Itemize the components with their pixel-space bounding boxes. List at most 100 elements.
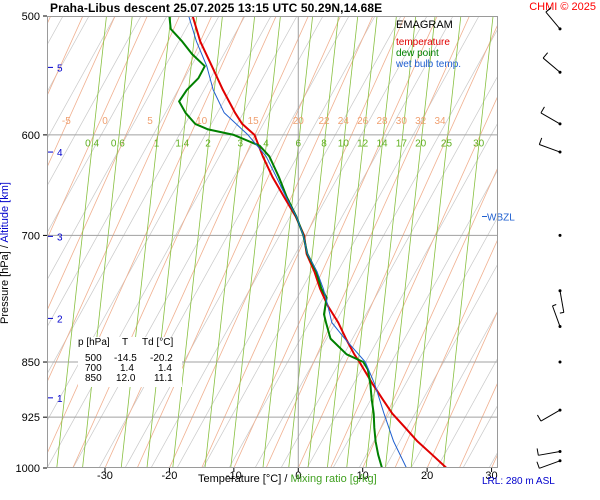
series-lines [168, 16, 448, 468]
isotherm-line [47, 16, 213, 384]
table-cell: 850 [85, 373, 102, 384]
wind-barb-flag [540, 106, 545, 114]
mixing-ratio-label: 1.4 [175, 139, 189, 150]
altitude-tick-label: 2 [57, 314, 63, 325]
table-header-pressure: p [hPa] [78, 337, 110, 348]
x-axis-separator: / [284, 473, 288, 485]
plot-frame [47, 16, 498, 468]
dry-adiabat-line [593, 16, 600, 468]
y-axis-label-altitude: Altitude [km] [0, 182, 11, 243]
dry-adiabat-line [176, 16, 428, 468]
isotherm-label: 10 [196, 116, 208, 127]
altitude-tick-label: 4 [57, 148, 63, 159]
isotherm-label: 0 [102, 116, 108, 127]
legend-title: EMAGRAM [396, 19, 453, 31]
dry-adiabat-line [47, 16, 116, 140]
mixing-ratio-label: 14 [376, 139, 388, 150]
mixing-ratio-line [230, 16, 281, 468]
wind-barb-shaft [539, 144, 561, 153]
table-header-t: T [122, 337, 129, 348]
isotherm-line [458, 381, 498, 468]
isotherm-line [394, 237, 498, 468]
wind-barb-flag [552, 304, 557, 307]
table-cell: -20.2 [150, 353, 173, 364]
table-cell: 1.4 [120, 363, 134, 374]
x-tick-label: -10 [226, 470, 242, 482]
y-tick-label: 600 [22, 130, 40, 142]
dry-adiabat-line [150, 16, 402, 468]
table-cell: -14.5 [114, 353, 137, 364]
mixing-ratio-line [82, 16, 133, 468]
mixing-ratio-label: 3 [238, 139, 244, 150]
y-axis-separator: / [0, 245, 11, 249]
mixing-ratio-line [326, 16, 378, 468]
wind-barb [552, 304, 562, 329]
mixing-ratio-label: 0.6 [111, 139, 125, 150]
mixing-ratio-line [120, 16, 172, 468]
wind-barb-flag [559, 311, 564, 314]
wind-barb [545, 7, 562, 31]
x-tick-label: 20 [421, 470, 433, 482]
y-tick-label: 1000 [16, 463, 40, 475]
isotherm-line [201, 16, 406, 468]
mixing-ratio-label: 20 [415, 139, 427, 150]
mixing-ratio-line [146, 16, 198, 468]
wind-barb [542, 52, 562, 74]
isotherm-line [491, 452, 498, 468]
y-tick-label: 850 [22, 357, 40, 369]
isotherm-line [169, 16, 374, 468]
isotherm-label: -5 [62, 116, 71, 127]
isotherm-line [136, 16, 341, 468]
mixing-ratio-label: 6 [295, 139, 301, 150]
dry-adiabat-line [358, 215, 498, 468]
wind-barb-flag [542, 52, 549, 59]
wind-barb [558, 360, 562, 364]
wind-barb-flag [545, 7, 552, 13]
wbzl-label: WBZL [487, 213, 515, 224]
isotherm-line [265, 16, 470, 468]
isotherm-label: 24 [338, 116, 350, 127]
dry-adiabat-line [567, 16, 600, 468]
mixing-ratio-label: 2 [205, 139, 211, 150]
isotherm-label: 28 [376, 116, 388, 127]
wind-barb-station [558, 233, 562, 237]
mixing-ratio-label: 8 [321, 139, 327, 150]
table-cell: 700 [85, 363, 102, 374]
y-tick-label: 925 [22, 412, 40, 424]
wind-barb [536, 448, 562, 456]
x-tick-label: -30 [97, 470, 113, 482]
mixing-ratio-line [56, 16, 107, 468]
isotherm-line [47, 16, 116, 169]
wind-barb [558, 233, 562, 237]
dry-adiabat-line [47, 16, 194, 281]
mixing-ratio-label: 12 [357, 139, 369, 150]
mixing-ratio-line [384, 16, 436, 468]
wind-barb-shaft [542, 57, 561, 73]
mixing-ratio-label: 25 [441, 139, 453, 150]
wind-barb-shaft [539, 460, 561, 469]
mixing-ratio-label: 17 [396, 139, 408, 150]
legend-item-wet-bulb: wet bulb temp. [396, 59, 462, 70]
chart-title: Praha-Libus descent 25.07.2025 13:15 UTC… [50, 1, 383, 15]
table-cell: 500 [85, 353, 102, 364]
wind-barb-flag [538, 137, 543, 145]
isotherm-label: 20 [293, 116, 305, 127]
wind-barb [540, 106, 562, 126]
mixing-ratio-line [410, 16, 462, 468]
dry-adiabat-line [280, 74, 498, 468]
isotherm-line [330, 94, 498, 468]
isotherm-label: 15 [248, 116, 260, 127]
wind-barb-flag [536, 448, 539, 456]
mixing-ratio-line [204, 16, 256, 468]
isotherm-label: 30 [396, 116, 408, 127]
dry-adiabat-line [410, 309, 498, 468]
dry-adiabat-line [488, 451, 498, 468]
dry-adiabat-line [124, 16, 376, 468]
mixing-ratio-line [288, 16, 339, 468]
isotherm-label: 5 [147, 116, 153, 127]
isotherm-line [297, 23, 498, 468]
mixing-ratio-line [262, 16, 314, 468]
dry-adiabat-line [228, 16, 480, 468]
